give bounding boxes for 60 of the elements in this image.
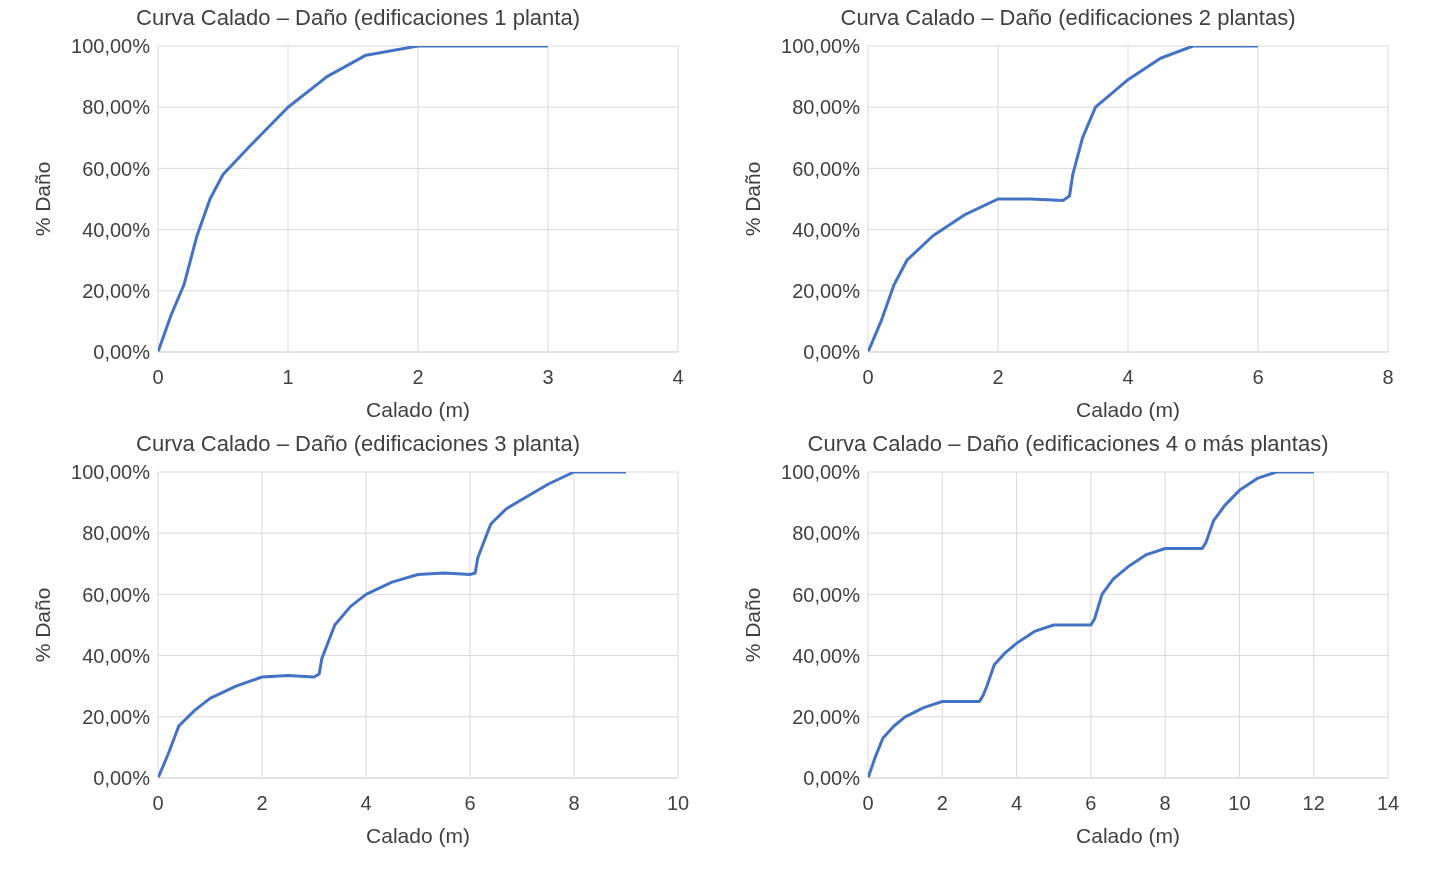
chart-title: Curva Calado – Daño (edificaciones 4 o más plantas) (806, 430, 1330, 458)
x-axis-title: Calado (m) (1076, 824, 1180, 847)
x-tick-label: 4 (1122, 366, 1134, 389)
chart-title: Curva Calado – Daño (edificaciones 3 planta) (135, 430, 581, 458)
y-tick-label: 20,00% (792, 279, 861, 302)
x-tick-label: 1 (282, 366, 294, 389)
y-tick-label: 40,00% (792, 218, 861, 241)
y-tick-label: 80,00% (82, 96, 151, 119)
y-tick-label: 80,00% (792, 96, 861, 119)
x-tick-label: 8 (1159, 792, 1171, 815)
y-axis-title: % Daño (741, 161, 765, 237)
y-tick-label: 100,00% (71, 461, 151, 484)
y-tick-label: 0,00% (803, 767, 861, 790)
y-tick-label: 80,00% (82, 522, 151, 545)
y-tick-label: 60,00% (82, 157, 151, 180)
y-axis-title: % Daño (31, 161, 55, 237)
y-tick-label: 60,00% (792, 583, 861, 606)
x-axis-title: Calado (m) (366, 824, 470, 847)
x-tick-label: 4 (672, 366, 684, 389)
y-tick-label: 60,00% (82, 583, 151, 606)
y-tick-label: 80,00% (792, 522, 861, 545)
y-axis-title: % Daño (31, 587, 55, 663)
x-tick-label: 2 (992, 366, 1004, 389)
x-tick-label: 10 (1228, 792, 1251, 815)
y-tick-label: 100,00% (71, 35, 151, 58)
y-tick-label: 0,00% (803, 341, 861, 364)
y-tick-label: 40,00% (82, 644, 151, 667)
x-tick-label: 0 (152, 792, 164, 815)
y-tick-label: 0,00% (93, 341, 151, 364)
y-tick-label: 20,00% (82, 279, 151, 302)
x-tick-label: 0 (152, 366, 164, 389)
y-tick-label: 20,00% (82, 705, 151, 728)
x-tick-label: 8 (568, 792, 580, 815)
x-tick-label: 4 (360, 792, 372, 815)
x-tick-label: 8 (1382, 366, 1394, 389)
x-tick-label: 0 (862, 366, 874, 389)
x-tick-label: 2 (256, 792, 268, 815)
x-tick-label: 12 (1302, 792, 1325, 815)
chart-title: Curva Calado – Daño (edificaciones 2 plantas) (839, 4, 1297, 32)
x-tick-label: 6 (464, 792, 476, 815)
y-tick-label: 60,00% (792, 157, 861, 180)
y-tick-label: 100,00% (781, 35, 861, 58)
x-axis-title: Calado (m) (1076, 398, 1180, 421)
x-tick-label: 6 (1085, 792, 1097, 815)
x-tick-label: 14 (1376, 792, 1400, 815)
y-axis-title: % Daño (741, 587, 765, 663)
y-tick-label: 20,00% (792, 705, 861, 728)
chart-title: Curva Calado – Daño (edificaciones 1 planta) (135, 4, 581, 32)
x-tick-label: 0 (862, 792, 874, 815)
x-tick-label: 6 (1252, 366, 1264, 389)
y-tick-label: 40,00% (82, 218, 151, 241)
x-axis-title: Calado (m) (366, 398, 470, 421)
x-tick-label: 3 (542, 366, 554, 389)
x-tick-label: 4 (1011, 792, 1023, 815)
x-tick-label: 2 (936, 792, 948, 815)
x-tick-label: 2 (412, 366, 424, 389)
x-tick-label: 10 (666, 792, 690, 815)
y-tick-label: 100,00% (781, 461, 861, 484)
y-tick-label: 0,00% (93, 767, 151, 790)
y-tick-label: 40,00% (792, 644, 861, 667)
